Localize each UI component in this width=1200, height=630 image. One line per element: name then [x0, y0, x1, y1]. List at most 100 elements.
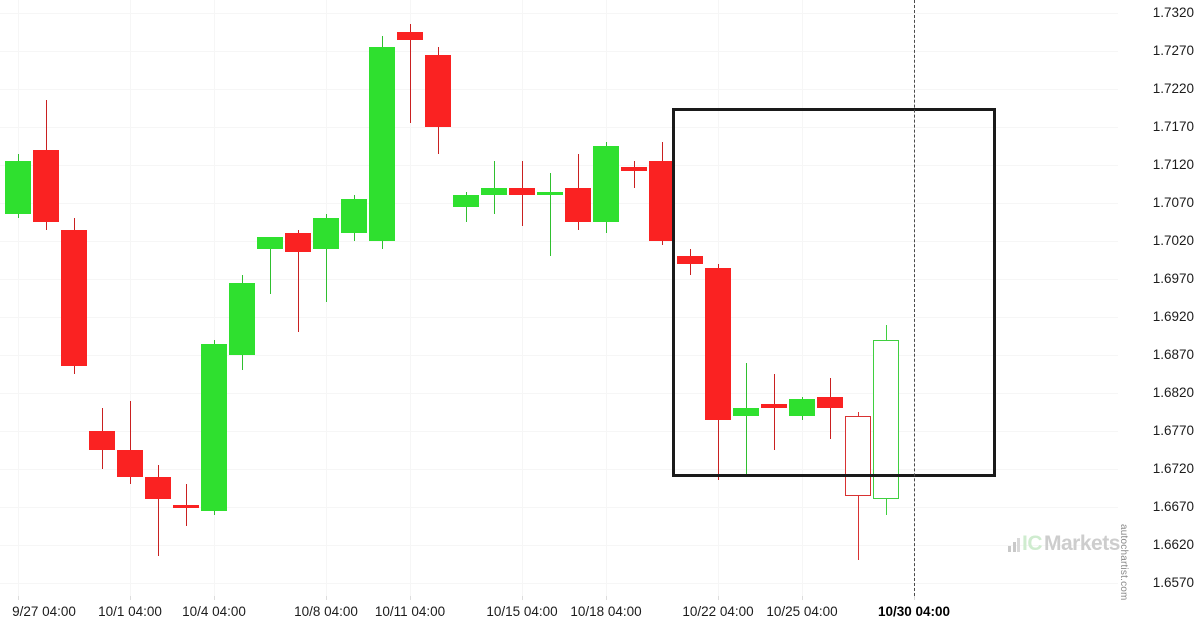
gridline-vertical	[410, 0, 411, 596]
candle-body	[89, 431, 115, 450]
candle-body	[257, 237, 283, 249]
candle-wick	[326, 214, 327, 302]
y-axis-tick-label: 1.6620	[1152, 537, 1194, 552]
y-axis-tick-label: 1.6720	[1152, 461, 1194, 476]
candle-wick	[270, 237, 271, 295]
candle-body	[369, 47, 395, 241]
y-axis-tick-label: 1.7120	[1152, 157, 1194, 172]
y-axis: 1.7320 1.7270 1.7220 1.7170 1.7120 1.7070 1.70…	[1118, 0, 1200, 596]
gridline-horizontal	[0, 127, 1118, 128]
gridline-horizontal	[0, 241, 1118, 242]
candle-body	[817, 396, 843, 409]
x-axis-tick-label: 10/15 04:00	[486, 604, 558, 619]
candle-body	[341, 199, 367, 234]
gridline-vertical	[606, 0, 607, 596]
gridline-horizontal	[0, 203, 1118, 204]
plot-area[interactable]	[0, 0, 1118, 596]
x-axis-tick-mark	[130, 596, 131, 600]
candle-body	[761, 404, 787, 409]
x-axis-tick-mark	[914, 596, 915, 600]
candle-wick	[298, 229, 299, 333]
candle-wick	[130, 400, 131, 485]
candle-body	[173, 505, 199, 508]
gridline-horizontal	[0, 279, 1118, 280]
y-axis-tick-label: 1.7070	[1152, 195, 1194, 210]
y-axis-tick-label: 1.7220	[1152, 81, 1194, 96]
candle-body	[425, 54, 451, 127]
candle-body	[789, 399, 815, 416]
x-axis-tick-label: 9/27 04:00	[12, 604, 76, 619]
y-axis-tick-label: 1.7170	[1152, 119, 1194, 134]
y-axis-tick-label: 1.6870	[1152, 347, 1194, 362]
gridline-horizontal	[0, 393, 1118, 394]
candle-body	[61, 229, 87, 367]
gridline-vertical	[18, 0, 19, 596]
candle-body	[453, 195, 479, 207]
candle-body	[201, 343, 227, 511]
candle-wick	[774, 374, 775, 450]
x-axis-tick-label: 10/1 04:00	[98, 604, 162, 619]
y-axis-tick-label: 1.6670	[1152, 499, 1194, 514]
candle-wick	[746, 362, 747, 477]
y-axis-tick-label: 1.6970	[1152, 271, 1194, 286]
candle-body	[285, 233, 311, 253]
candle-body	[649, 161, 675, 241]
x-axis: 9/27 04:00 10/1 04:00 10/4 04:00 10/8 04:00…	[0, 596, 1118, 630]
forecast-divider-line	[914, 0, 915, 596]
candle-body	[229, 282, 255, 355]
gridline-horizontal	[0, 545, 1118, 546]
y-axis-tick-label: 1.7020	[1152, 233, 1194, 248]
candle-body	[705, 267, 731, 420]
gridline-horizontal	[0, 165, 1118, 166]
y-axis-tick-label: 1.7270	[1152, 43, 1194, 58]
y-axis-tick-label: 1.6770	[1152, 423, 1194, 438]
candle-body	[145, 476, 171, 500]
x-axis-tick-label: 10/8 04:00	[294, 604, 358, 619]
gridline-horizontal	[0, 583, 1118, 584]
y-axis-tick-label: 1.7320	[1152, 5, 1194, 20]
gridline-horizontal	[0, 51, 1118, 52]
x-axis-tick-mark	[214, 596, 215, 600]
candle-body	[509, 187, 535, 196]
candle-wick	[550, 172, 551, 257]
candle-body	[733, 408, 759, 416]
candle-wick	[158, 465, 159, 557]
y-axis-tick-label: 1.6570	[1152, 575, 1194, 590]
candle-body	[117, 450, 143, 477]
x-axis-tick-label-current: 10/30 04:00	[877, 604, 951, 619]
x-axis-tick-mark	[718, 596, 719, 600]
candle-wick	[186, 484, 187, 526]
candle-body	[565, 187, 591, 222]
gridline-horizontal	[0, 431, 1118, 432]
candle-body	[313, 218, 339, 249]
candle-body	[621, 166, 647, 172]
candle-body	[481, 187, 507, 196]
candle-body	[397, 32, 423, 40]
gridline-horizontal	[0, 13, 1118, 14]
candle-body	[677, 256, 703, 264]
x-axis-tick-label: 10/25 04:00	[766, 604, 838, 619]
gridline-horizontal	[0, 469, 1118, 470]
x-axis-tick-label: 10/18 04:00	[570, 604, 642, 619]
candle-wick	[634, 161, 635, 188]
candle-body	[33, 149, 59, 222]
y-axis-tick-label: 1.6820	[1152, 385, 1194, 400]
x-axis-tick-mark	[18, 596, 19, 600]
x-axis-tick-mark	[522, 596, 523, 600]
candle-body	[5, 161, 31, 215]
x-axis-tick-mark	[410, 596, 411, 600]
x-axis-tick-mark	[326, 596, 327, 600]
x-axis-tick-mark	[802, 596, 803, 600]
x-axis-tick-label: 10/4 04:00	[182, 604, 246, 619]
candle-wick	[494, 161, 495, 215]
gridline-horizontal	[0, 317, 1118, 318]
x-axis-tick-label: 10/22 04:00	[682, 604, 754, 619]
candle-wick	[466, 191, 467, 222]
gridline-vertical	[522, 0, 523, 596]
candle-body	[593, 146, 619, 222]
candle-body	[845, 415, 871, 496]
candle-body	[537, 191, 563, 196]
gridline-vertical	[802, 0, 803, 596]
gridline-horizontal	[0, 355, 1118, 356]
